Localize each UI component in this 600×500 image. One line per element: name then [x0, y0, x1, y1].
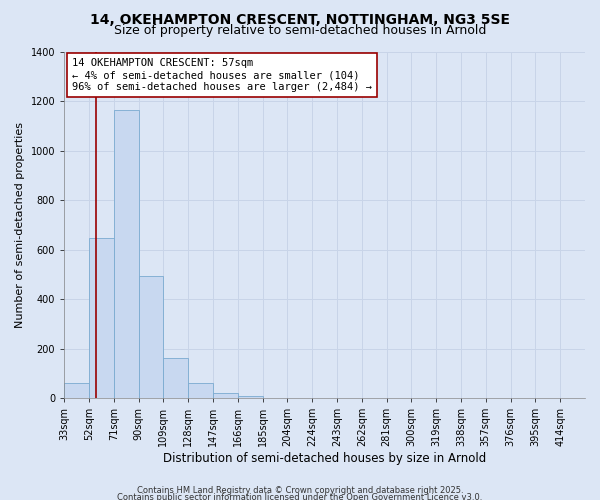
Bar — [163, 358, 188, 398]
Text: Contains public sector information licensed under the Open Government Licence v3: Contains public sector information licen… — [118, 493, 482, 500]
Text: Contains HM Land Registry data © Crown copyright and database right 2025.: Contains HM Land Registry data © Crown c… — [137, 486, 463, 495]
Bar — [64, 383, 89, 398]
Y-axis label: Number of semi-detached properties: Number of semi-detached properties — [15, 122, 25, 328]
Text: Size of property relative to semi-detached houses in Arnold: Size of property relative to semi-detach… — [114, 24, 486, 37]
Bar — [114, 110, 139, 398]
Bar — [139, 276, 163, 398]
Text: 14 OKEHAMPTON CRESCENT: 57sqm
← 4% of semi-detached houses are smaller (104)
96%: 14 OKEHAMPTON CRESCENT: 57sqm ← 4% of se… — [72, 58, 372, 92]
Bar — [188, 383, 213, 398]
Bar — [213, 392, 238, 398]
Bar — [89, 238, 114, 398]
Bar — [238, 396, 263, 398]
Text: 14, OKEHAMPTON CRESCENT, NOTTINGHAM, NG3 5SE: 14, OKEHAMPTON CRESCENT, NOTTINGHAM, NG3… — [90, 12, 510, 26]
X-axis label: Distribution of semi-detached houses by size in Arnold: Distribution of semi-detached houses by … — [163, 452, 486, 465]
